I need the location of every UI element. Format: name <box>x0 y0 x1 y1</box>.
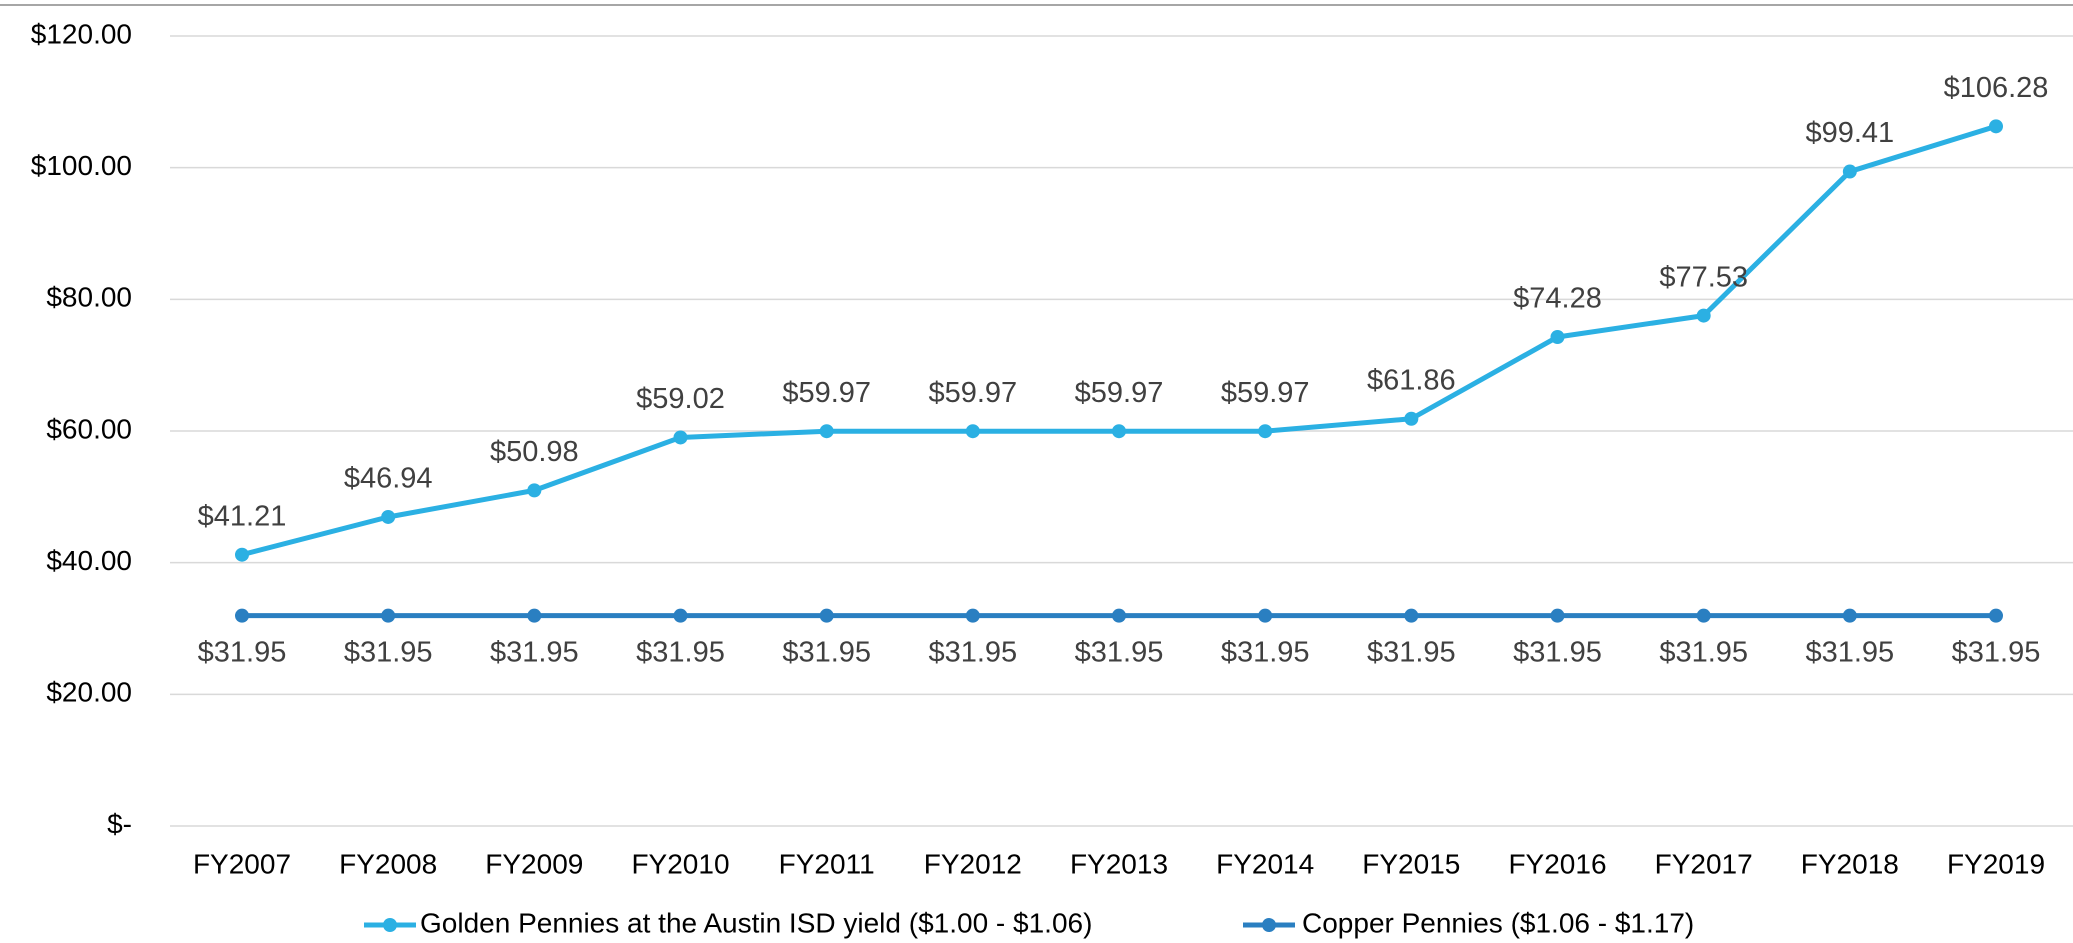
point <box>1842 164 1857 179</box>
data-label: $31.95 <box>344 636 433 668</box>
data-label: $59.02 <box>636 383 725 415</box>
x-tick-label: FY2007 <box>193 848 291 879</box>
point <box>1112 608 1126 623</box>
x-tick-label: FY2010 <box>631 848 729 879</box>
point <box>819 608 834 623</box>
y-tick-label: $40.00 <box>46 545 132 576</box>
data-label: $31.95 <box>1659 636 1748 668</box>
point <box>673 430 688 445</box>
point <box>1989 119 2003 134</box>
x-tick-label: FY2017 <box>1655 848 1753 879</box>
x-tick-label: FY2014 <box>1216 848 1314 879</box>
point <box>673 608 688 623</box>
point <box>381 608 396 623</box>
point <box>1112 424 1126 439</box>
point <box>819 424 834 439</box>
x-tick-label: FY2012 <box>924 848 1022 879</box>
point <box>1258 608 1273 623</box>
point <box>527 483 542 498</box>
data-label: $31.95 <box>490 636 579 668</box>
data-label: $41.21 <box>198 500 287 532</box>
y-tick-label: $120.00 <box>31 18 132 49</box>
x-tick-label: FY2016 <box>1508 848 1606 879</box>
data-label: $99.41 <box>1805 117 1894 149</box>
y-tick-label: $20.00 <box>46 677 132 708</box>
data-label: $31.95 <box>636 636 725 668</box>
point <box>1696 608 1711 623</box>
legend-marker <box>1262 918 1276 932</box>
data-label: $59.97 <box>928 377 1017 409</box>
point <box>1258 424 1273 439</box>
x-tick-label: FY2011 <box>779 848 875 879</box>
point <box>381 509 396 524</box>
point <box>1842 608 1857 623</box>
y-tick-label: $80.00 <box>46 282 132 313</box>
point <box>965 424 980 439</box>
point <box>1404 411 1419 426</box>
x-tick-label: FY2018 <box>1801 848 1899 879</box>
data-label: $31.95 <box>1805 636 1894 668</box>
x-tick-label: FY2013 <box>1070 848 1168 879</box>
data-label: $31.95 <box>1075 636 1164 668</box>
legend-label: Copper Pennies ($1.06 - $1.17) <box>1302 907 1694 938</box>
data-label: $61.86 <box>1367 364 1456 396</box>
legend-label: Golden Pennies at the Austin ISD yield (… <box>420 907 1092 938</box>
data-label: $31.95 <box>1513 636 1602 668</box>
data-label: $31.95 <box>782 636 871 668</box>
data-label: $31.95 <box>1952 636 2041 668</box>
data-label: $31.95 <box>928 636 1017 668</box>
point <box>1550 608 1565 623</box>
point <box>1989 608 2003 623</box>
data-label: $31.95 <box>198 636 287 668</box>
y-tick-label: $- <box>107 808 132 839</box>
y-tick-label: $60.00 <box>46 413 132 444</box>
y-tick-label: $100.00 <box>31 150 132 181</box>
data-label: $59.97 <box>782 377 871 409</box>
point <box>1696 308 1711 323</box>
point <box>235 608 249 623</box>
data-label: $50.98 <box>490 436 579 468</box>
point <box>965 608 980 623</box>
legend-marker <box>383 918 397 932</box>
x-tick-label: FY2019 <box>1947 848 2045 879</box>
data-label: $74.28 <box>1513 283 1602 315</box>
point <box>235 547 249 562</box>
data-label: $31.95 <box>1221 636 1310 668</box>
point <box>1404 608 1419 623</box>
data-label: $59.97 <box>1221 377 1310 409</box>
point <box>1550 329 1565 344</box>
data-label: $106.28 <box>1944 72 2049 104</box>
point <box>527 608 542 623</box>
data-label: $31.95 <box>1367 636 1456 668</box>
x-tick-label: FY2009 <box>485 848 583 879</box>
series-line <box>241 123 1997 558</box>
x-tick-label: FY2008 <box>339 848 437 879</box>
x-tick-label: FY2015 <box>1362 848 1460 879</box>
data-label: $46.94 <box>344 463 433 495</box>
data-label: $77.53 <box>1659 261 1748 293</box>
data-label: $59.97 <box>1075 377 1164 409</box>
